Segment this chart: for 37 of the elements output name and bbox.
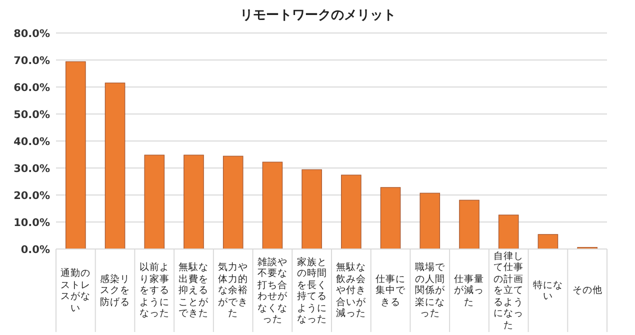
x-tick-label: その他 [572, 285, 602, 297]
bar [104, 82, 126, 250]
y-tick-label: 20.0% [14, 190, 50, 202]
bar [498, 214, 519, 250]
x-tick-label: 無駄な飲み会や付き合いが減った [335, 262, 368, 320]
bar [420, 192, 440, 250]
x-tick-label: 仕事に集中できる [374, 274, 407, 308]
x-tick-label: 家族との時間を長く持てるようになった [296, 256, 328, 326]
bar [341, 174, 362, 250]
y-tick-label: 60.0% [14, 82, 50, 94]
bar [184, 154, 204, 250]
bar [459, 200, 480, 250]
x-tick-label: 自律して仕事の計画を立てるようになった [492, 250, 525, 332]
y-tick-label: 40.0% [14, 136, 50, 148]
x-tick-label: 雑談や不要な打ち合わせがなくなった [256, 256, 288, 326]
bar [262, 162, 283, 250]
x-tick-label: 以前より家事をするようになった [138, 262, 170, 320]
bar [222, 156, 244, 250]
bar [538, 234, 558, 250]
bar [302, 169, 322, 250]
bar [66, 61, 86, 250]
x-tick-label: 気力や体力的な余裕ができた [217, 262, 250, 320]
x-tick-label: 職場での人間関係が楽になった [414, 262, 446, 320]
bar [144, 154, 165, 250]
x-tick-label: 感染リスクを防げる [99, 274, 132, 308]
x-tick-label: 無駄な出費を抑えることができた [178, 262, 210, 320]
y-tick-label: 80.0% [14, 28, 50, 40]
y-tick-label: 70.0% [14, 55, 50, 67]
y-tick-label: 0.0% [20, 244, 50, 256]
x-tick-label: 通勤のストレスがない [60, 268, 92, 314]
chart-title: リモートワークのメリット [240, 8, 396, 23]
y-tick-label: 50.0% [14, 109, 50, 121]
y-tick-label: 30.0% [14, 163, 50, 175]
bar [380, 187, 401, 250]
x-tick-label: 仕事量が減った [453, 274, 486, 308]
y-tick-label: 10.0% [14, 217, 50, 229]
x-tick-label: 特にない [532, 280, 564, 302]
